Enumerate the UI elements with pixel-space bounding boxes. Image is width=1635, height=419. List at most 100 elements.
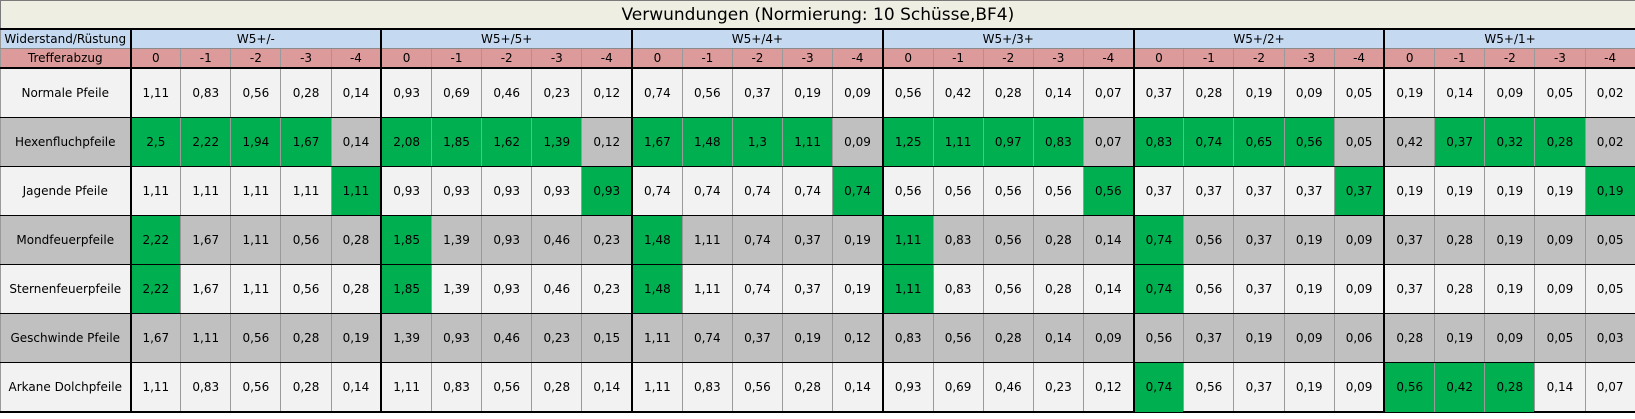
table-cell[interactable]: 1,67 [129, 313, 182, 363]
table-cell[interactable]: 0,56 [1383, 362, 1436, 413]
row-label[interactable]: Hexenfluchpfeile [0, 117, 132, 167]
modifier-header[interactable]: 0 [129, 48, 182, 69]
table-cell[interactable]: 0,28 [1534, 117, 1586, 167]
table-cell[interactable]: 0,14 [330, 362, 382, 413]
table-cell[interactable]: 0,07 [1082, 67, 1135, 118]
table-cell[interactable]: 0,28 [1383, 313, 1436, 363]
table-cell[interactable]: 0,09 [1333, 362, 1385, 413]
table-cell[interactable]: 0,14 [1534, 362, 1586, 413]
table-cell[interactable]: 1,11 [280, 166, 332, 216]
table-cell[interactable]: 0,83 [932, 215, 984, 265]
table-cell[interactable]: 0,12 [581, 117, 633, 167]
table-cell[interactable]: 0,09 [1484, 313, 1536, 363]
table-cell[interactable]: 0,83 [1032, 117, 1084, 167]
table-cell[interactable]: 1,11 [180, 313, 232, 363]
table-cell[interactable]: 1,25 [881, 117, 934, 167]
table-cell[interactable]: 1,11 [782, 117, 834, 167]
table-cell[interactable]: 1,11 [180, 166, 232, 216]
table-cell[interactable]: 1,3 [731, 117, 784, 167]
table-cell[interactable]: 0,12 [1082, 362, 1135, 413]
table-cell[interactable]: 0,19 [1484, 264, 1536, 314]
table-cell[interactable]: 0,74 [1183, 117, 1235, 167]
table-cell[interactable]: 0,46 [982, 362, 1034, 413]
table-cell[interactable]: 1,39 [380, 313, 432, 363]
table-cell[interactable]: 0,93 [531, 166, 583, 216]
table-cell[interactable]: 0,56 [1283, 117, 1335, 167]
table-cell[interactable]: 0,03 [1584, 313, 1635, 363]
table-cell[interactable]: 0,19 [832, 264, 884, 314]
table-cell[interactable]: 0,28 [1434, 215, 1486, 265]
table-cell[interactable]: 0,19 [1283, 264, 1335, 314]
modifier-header[interactable]: -1 [932, 48, 984, 69]
table-cell[interactable]: 0,28 [1183, 67, 1235, 118]
table-cell[interactable]: 1,67 [180, 215, 232, 265]
row-label[interactable]: Arkane Dolchpfeile [0, 362, 132, 413]
modifier-header[interactable]: -4 [832, 48, 884, 69]
table-cell[interactable]: 0,28 [531, 362, 583, 413]
row-label[interactable]: Sternenfeuerpfeile [0, 264, 132, 314]
table-title[interactable]: Verwundungen (Normierung: 10 Schüsse,BF4… [0, 0, 1635, 30]
table-cell[interactable]: 0,37 [1233, 264, 1285, 314]
table-cell[interactable]: 0,37 [1233, 166, 1285, 216]
modifier-header[interactable]: -2 [1484, 48, 1536, 69]
table-cell[interactable]: 1,11 [932, 117, 984, 167]
modifier-header[interactable]: 0 [1383, 48, 1436, 69]
table-cell[interactable]: 0,83 [430, 362, 483, 413]
table-cell[interactable]: 0,14 [1082, 264, 1135, 314]
table-cell[interactable]: 0,06 [1333, 313, 1385, 363]
table-cell[interactable]: 0,23 [1032, 362, 1084, 413]
table-cell[interactable]: 0,56 [1132, 313, 1185, 363]
table-cell[interactable]: 0,74 [631, 166, 683, 216]
table-cell[interactable]: 0,37 [1383, 264, 1436, 314]
table-cell[interactable]: 0,09 [1534, 215, 1586, 265]
table-cell[interactable]: 0,15 [581, 313, 633, 363]
table-cell[interactable]: 1,11 [380, 362, 432, 413]
table-cell[interactable]: 0,28 [782, 362, 834, 413]
modifier-header[interactable]: -1 [1434, 48, 1486, 69]
table-cell[interactable]: 0,74 [1132, 215, 1185, 265]
row-label[interactable]: Mondfeuerpfeile [0, 215, 132, 265]
table-cell[interactable]: 0,37 [782, 215, 834, 265]
modifier-header[interactable]: -3 [1534, 48, 1586, 69]
table-cell[interactable]: 0,42 [1434, 362, 1486, 413]
table-cell[interactable]: 0,09 [832, 117, 884, 167]
group-header[interactable]: W5+/5+ [380, 28, 633, 49]
table-cell[interactable]: 0,93 [481, 166, 533, 216]
table-cell[interactable]: 1,11 [681, 215, 733, 265]
table-cell[interactable]: 0,42 [1383, 117, 1436, 167]
table-cell[interactable]: 0,93 [380, 166, 432, 216]
table-cell[interactable]: 0,74 [731, 166, 784, 216]
table-cell[interactable]: 0,28 [982, 67, 1034, 118]
table-cell[interactable]: 0,14 [1032, 313, 1084, 363]
table-cell[interactable]: 0,02 [1584, 67, 1635, 118]
row-label[interactable]: Jagende Pfeile [0, 166, 132, 216]
table-cell[interactable]: 0,19 [782, 313, 834, 363]
modifier-header[interactable]: -2 [982, 48, 1034, 69]
table-cell[interactable]: 0,12 [832, 313, 884, 363]
table-cell[interactable]: 0,23 [531, 313, 583, 363]
table-cell[interactable]: 1,39 [430, 215, 483, 265]
table-cell[interactable]: 0,05 [1584, 264, 1635, 314]
table-cell[interactable]: 1,11 [681, 264, 733, 314]
table-cell[interactable]: 0,37 [782, 264, 834, 314]
table-cell[interactable]: 1,11 [129, 166, 182, 216]
table-cell[interactable]: 0,19 [1233, 313, 1285, 363]
group-header[interactable]: W5+/4+ [631, 28, 884, 49]
modifier-header[interactable]: 0 [881, 48, 934, 69]
modifier-header[interactable]: -3 [531, 48, 583, 69]
modifier-header[interactable]: -1 [1183, 48, 1235, 69]
table-cell[interactable]: 0,69 [430, 67, 483, 118]
table-cell[interactable]: 0,28 [280, 313, 332, 363]
table-cell[interactable]: 0,56 [230, 313, 282, 363]
table-cell[interactable]: 2,22 [180, 117, 232, 167]
table-cell[interactable]: 0,37 [1183, 313, 1235, 363]
table-cell[interactable]: 0,19 [1383, 67, 1436, 118]
table-cell[interactable]: 0,28 [1434, 264, 1486, 314]
table-cell[interactable]: 1,11 [631, 313, 683, 363]
table-cell[interactable]: 0,37 [1132, 166, 1185, 216]
table-cell[interactable]: 0,19 [1484, 215, 1536, 265]
table-cell[interactable]: 1,62 [481, 117, 533, 167]
table-cell[interactable]: 0,46 [481, 313, 533, 363]
group-header[interactable]: W5+/3+ [881, 28, 1135, 49]
table-cell[interactable]: 1,85 [430, 117, 483, 167]
